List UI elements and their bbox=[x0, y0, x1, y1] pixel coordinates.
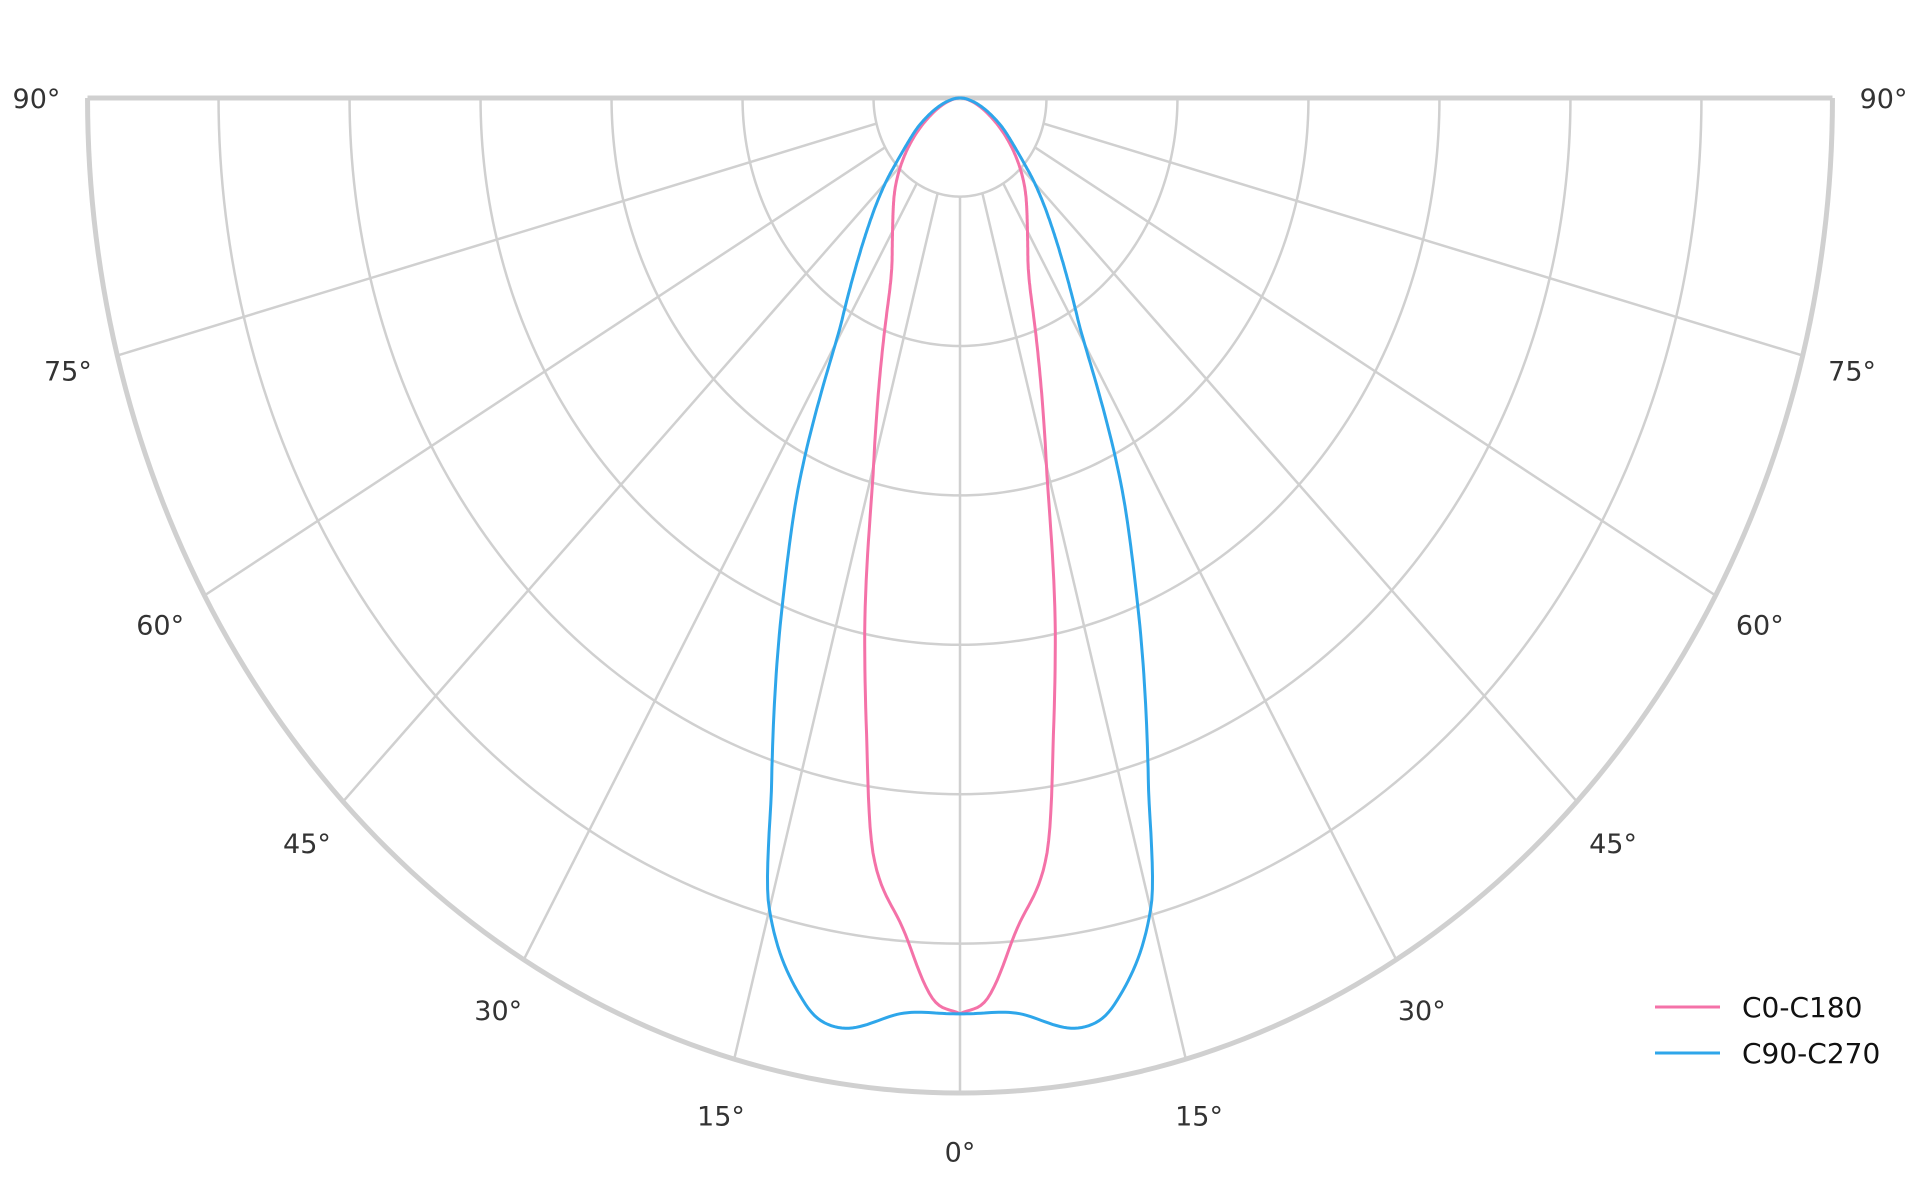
angle-spoke bbox=[342, 166, 900, 803]
radial-ring bbox=[872, 97, 1048, 198]
angle-spoke bbox=[1043, 122, 1804, 357]
angle-tick-label: 45° bbox=[1589, 829, 1637, 860]
angle-tick-label: 30° bbox=[474, 996, 522, 1027]
angle-spoke bbox=[1020, 166, 1578, 803]
legend-label-c90-c270: C90-C270 bbox=[1742, 1037, 1880, 1070]
angle-tick-label: 60° bbox=[1736, 611, 1784, 642]
angle-tick-label: 15° bbox=[1175, 1101, 1223, 1132]
angle-tick-label: 90° bbox=[13, 84, 61, 115]
series-line-c90-c270 bbox=[765, 96, 1155, 1030]
angle-tick-label: 90° bbox=[1860, 84, 1908, 115]
legend: C0-C180 C90-C270 bbox=[1655, 991, 1880, 1070]
angle-tick-label: 15° bbox=[697, 1101, 745, 1132]
angle-spoke bbox=[1034, 146, 1717, 597]
angle-tick-label: 0° bbox=[945, 1137, 976, 1168]
angle-tick-label: 75° bbox=[1828, 357, 1876, 388]
angle-spoke bbox=[732, 192, 939, 1060]
angle-tick-label: 45° bbox=[283, 829, 331, 860]
legend-label-c0-c180: C0-C180 bbox=[1742, 991, 1862, 1024]
angle-tick-labels: 90° 75° 60° 45° 30° 15° 0° 15° 30° 45° 60° 75° 90° bbox=[13, 84, 1908, 1168]
angle-tick-label: 75° bbox=[44, 357, 92, 388]
grid bbox=[85, 95, 1835, 1096]
angle-spoke bbox=[203, 146, 886, 597]
curves bbox=[765, 96, 1155, 1030]
angle-spoke bbox=[522, 182, 918, 961]
angle-spoke bbox=[1002, 182, 1398, 961]
angle-spoke bbox=[116, 122, 877, 357]
angle-spoke bbox=[981, 192, 1188, 1060]
angle-tick-label: 60° bbox=[136, 611, 184, 642]
angle-tick-label: 30° bbox=[1398, 996, 1446, 1027]
